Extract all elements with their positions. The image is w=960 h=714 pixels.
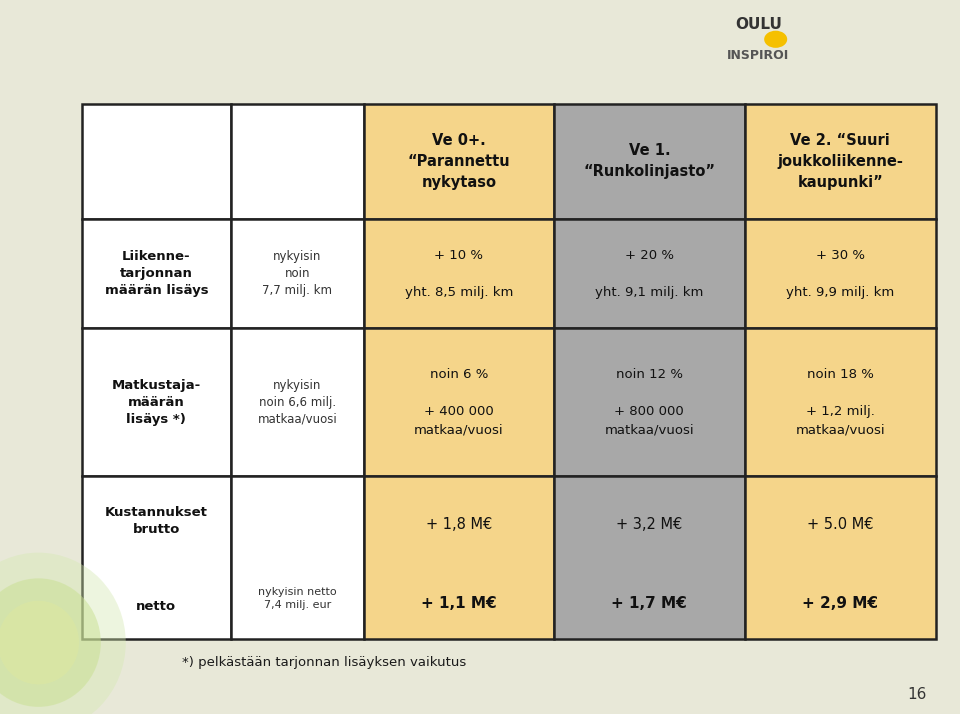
Ellipse shape (0, 578, 101, 707)
Bar (231, 218, 364, 328)
Text: Ve 2. “Suuri
joukkoliikenne-
kaupunki”: Ve 2. “Suuri joukkoliikenne- kaupunki” (778, 133, 903, 190)
Bar (745, 104, 936, 218)
Text: noin 12 %

+ 800 000
matkaa/vuosi: noin 12 % + 800 000 matkaa/vuosi (605, 368, 694, 436)
Text: + 30 %

yht. 9,9 milj. km: + 30 % yht. 9,9 milj. km (786, 248, 895, 298)
Bar (364, 328, 554, 476)
Text: + 5.0 M€: + 5.0 M€ (807, 517, 874, 532)
Text: + 2,9 M€: + 2,9 M€ (803, 595, 878, 610)
Text: Ve 1.
“Runkolinjasto”: Ve 1. “Runkolinjasto” (584, 143, 715, 179)
Bar (745, 218, 936, 328)
Bar (82, 218, 231, 328)
Text: OULU: OULU (735, 17, 781, 32)
Bar (364, 476, 554, 639)
Bar (554, 328, 745, 476)
Text: noin 6 %

+ 400 000
matkaa/vuosi: noin 6 % + 400 000 matkaa/vuosi (414, 368, 504, 436)
Bar (231, 328, 364, 476)
Text: + 1,7 M€: + 1,7 M€ (612, 595, 687, 610)
Text: + 3,2 M€: + 3,2 M€ (616, 517, 683, 532)
Bar (82, 104, 231, 218)
Bar (364, 104, 554, 218)
Bar (82, 328, 231, 476)
Bar (364, 218, 554, 328)
Text: Matkustaja-
määrän
lisäys *): Matkustaja- määrän lisäys *) (111, 378, 201, 426)
Bar (745, 476, 936, 639)
Text: nykyisin
noin
7,7 milj. km: nykyisin noin 7,7 milj. km (262, 250, 332, 297)
Text: 16: 16 (907, 686, 926, 702)
Text: nykyisin
noin 6,6 milj.
matkaa/vuosi: nykyisin noin 6,6 milj. matkaa/vuosi (257, 378, 337, 426)
Text: + 10 %

yht. 8,5 milj. km: + 10 % yht. 8,5 milj. km (404, 248, 513, 298)
Text: Liikenne-
tarjonnan
määrän lisäys: Liikenne- tarjonnan määrän lisäys (105, 250, 208, 297)
Text: netto: netto (136, 600, 177, 613)
Text: noin 18 %

+ 1,2 milj.
matkaa/vuosi: noin 18 % + 1,2 milj. matkaa/vuosi (796, 368, 885, 436)
Ellipse shape (0, 553, 126, 714)
Circle shape (764, 31, 787, 48)
Bar (231, 104, 364, 218)
Text: + 1,8 M€: + 1,8 M€ (425, 517, 492, 532)
Ellipse shape (0, 600, 79, 684)
Text: *) pelkästään tarjonnan lisäyksen vaikutus: *) pelkästään tarjonnan lisäyksen vaikut… (182, 656, 467, 669)
Bar (745, 328, 936, 476)
Bar (231, 476, 364, 639)
Bar (554, 104, 745, 218)
Bar (82, 476, 231, 639)
Text: Ve 0+.
“Parannettu
nykytaso: Ve 0+. “Parannettu nykytaso (407, 133, 510, 190)
Text: + 1,1 M€: + 1,1 M€ (421, 595, 496, 610)
Text: INSPIROI: INSPIROI (728, 49, 789, 61)
Bar (554, 218, 745, 328)
Text: nykyisin netto
7,4 milj. eur: nykyisin netto 7,4 milj. eur (258, 587, 337, 610)
Bar (554, 476, 745, 639)
Text: + 20 %

yht. 9,1 milj. km: + 20 % yht. 9,1 milj. km (595, 248, 704, 298)
Text: Kustannukset
brutto: Kustannukset brutto (105, 506, 207, 536)
